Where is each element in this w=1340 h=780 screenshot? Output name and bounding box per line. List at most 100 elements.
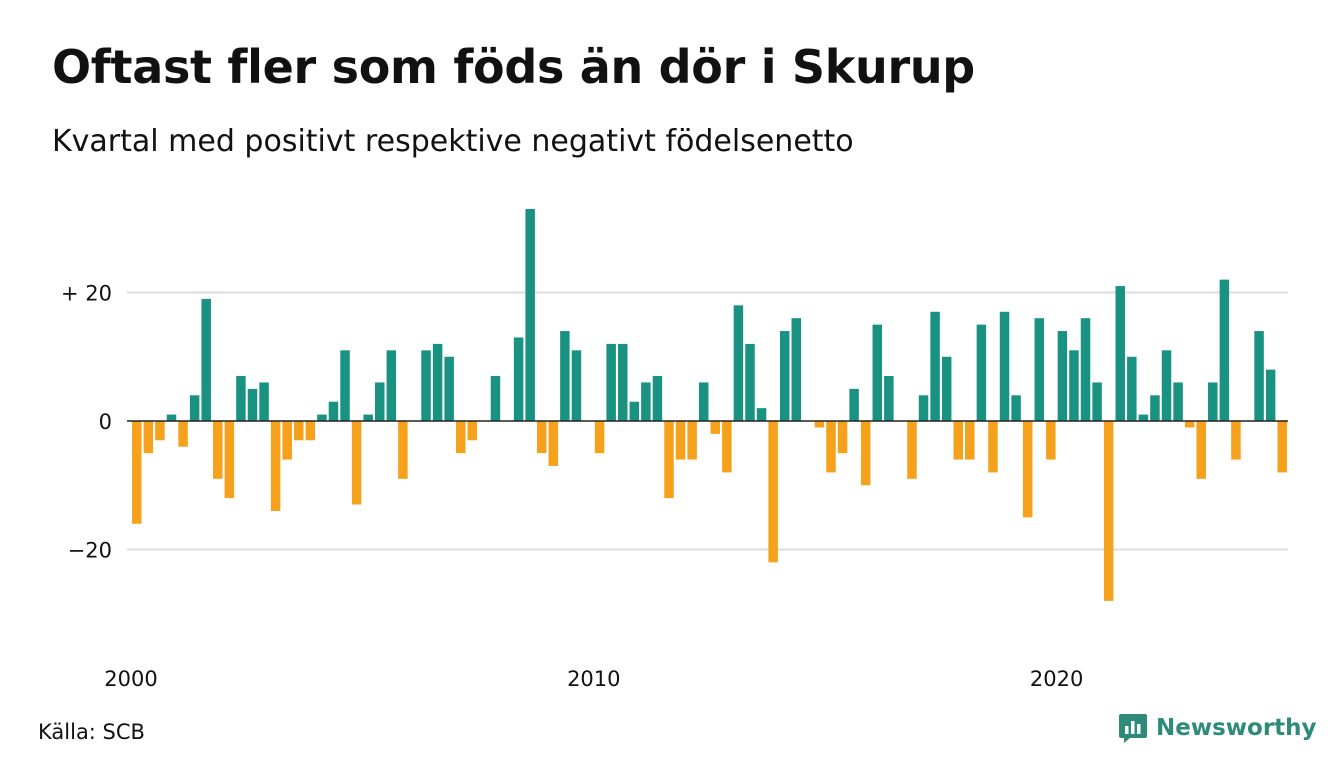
bar-negative — [155, 421, 165, 441]
bar-positive — [560, 331, 570, 421]
bar-positive — [1080, 318, 1091, 421]
bar-positive — [1057, 331, 1068, 421]
bar-negative — [988, 421, 998, 473]
bar-positive — [236, 376, 246, 421]
bar-negative — [837, 421, 848, 454]
bar-negative — [536, 421, 547, 454]
bar-positive — [166, 414, 177, 421]
bars — [132, 208, 1287, 601]
bar-positive — [490, 376, 501, 421]
bar-positive — [1115, 286, 1125, 421]
bar-positive — [328, 401, 339, 421]
bar-positive — [1127, 356, 1137, 421]
bar-positive — [340, 350, 350, 421]
bar-positive — [1034, 318, 1044, 421]
y-tick-label: + 20 — [61, 282, 112, 306]
y-tick-label: −20 — [68, 539, 112, 563]
bar-negative — [907, 421, 917, 479]
bar-positive — [756, 408, 767, 421]
bar-negative — [270, 421, 281, 511]
y-tick-label: 0 — [99, 410, 112, 434]
bar-positive — [1173, 382, 1183, 421]
bar-negative — [467, 421, 478, 441]
brand-logo: Newsworthy — [1118, 712, 1317, 744]
bar-positive — [386, 350, 397, 421]
bar-chart: −20 0 + 20 2000 2010 2020 — [61, 208, 1288, 691]
bar-negative — [213, 421, 223, 479]
bar-positive — [1208, 382, 1218, 421]
bar-negative — [965, 421, 975, 460]
x-tick-label: 2000 — [104, 667, 157, 691]
bar-positive — [317, 414, 327, 421]
bar-negative — [594, 421, 605, 454]
bar-positive — [259, 382, 269, 421]
x-axis-labels: 2000 2010 2020 — [104, 667, 1083, 691]
bar-negative — [178, 421, 188, 447]
bar-negative — [953, 421, 963, 460]
grid-lines — [127, 291, 1288, 551]
bar-positive — [432, 343, 443, 421]
bar-positive — [1011, 395, 1021, 421]
chart-title: Oftast fler som föds än dör i Skurup — [52, 40, 975, 94]
bar-negative — [224, 421, 235, 499]
bar-positive — [375, 382, 385, 421]
bar-negative — [826, 421, 836, 473]
bar-negative — [132, 421, 142, 524]
bar-positive — [652, 376, 663, 421]
bar-negative — [1046, 421, 1056, 460]
bar-positive — [189, 395, 200, 421]
bar-negative — [675, 421, 686, 460]
bar-positive — [884, 376, 894, 421]
bar-positive — [444, 356, 454, 421]
source-note: Källa: SCB — [38, 720, 145, 744]
bar-negative — [768, 421, 778, 563]
bar-negative — [143, 421, 154, 454]
bar-positive — [930, 311, 940, 421]
bar-positive — [525, 208, 535, 421]
bar-positive — [779, 331, 790, 421]
x-tick-label: 2020 — [1030, 667, 1083, 691]
y-axis-labels: −20 0 + 20 — [61, 282, 112, 563]
bar-negative — [1103, 421, 1114, 601]
x-tick-label: 2010 — [567, 667, 620, 691]
bar-positive — [698, 382, 709, 421]
bar-positive — [849, 388, 859, 422]
bar-positive — [733, 305, 744, 421]
bar-negative — [1022, 421, 1033, 518]
bar-negative — [548, 421, 559, 466]
bar-negative — [722, 421, 732, 473]
bar-positive — [999, 311, 1010, 421]
bar-positive — [363, 414, 373, 421]
bar-positive — [1092, 382, 1102, 421]
bar-negative — [1277, 421, 1287, 473]
brand-name: Newsworthy — [1156, 715, 1317, 741]
bar-negative — [814, 421, 825, 428]
bar-negative — [282, 421, 292, 460]
bar-positive — [745, 343, 755, 421]
bar-positive — [1069, 350, 1079, 421]
bar-negative — [456, 421, 466, 454]
bar-positive — [1161, 350, 1172, 421]
bar-positive — [976, 324, 987, 422]
bar-positive — [571, 350, 582, 421]
bar-positive — [617, 343, 628, 421]
chart-subtitle: Kvartal med positivt respektive negativt… — [52, 124, 854, 159]
bar-positive — [872, 324, 883, 422]
bar-negative — [860, 421, 871, 486]
bar-positive — [606, 343, 616, 421]
bar-negative — [710, 421, 721, 434]
bar-negative — [1231, 421, 1241, 460]
bar-negative — [1196, 421, 1206, 479]
bar-positive — [421, 350, 431, 421]
bar-positive — [629, 401, 640, 421]
bar-positive — [791, 318, 802, 421]
bar-positive — [513, 337, 524, 421]
bar-negative — [664, 421, 674, 499]
bar-positive — [1254, 331, 1264, 421]
bar-positive — [918, 395, 929, 421]
bar-positive — [201, 298, 211, 422]
bar-negative — [351, 421, 362, 505]
bar-positive — [1138, 414, 1149, 421]
bar-positive — [1150, 395, 1160, 421]
bar-positive — [941, 356, 952, 421]
